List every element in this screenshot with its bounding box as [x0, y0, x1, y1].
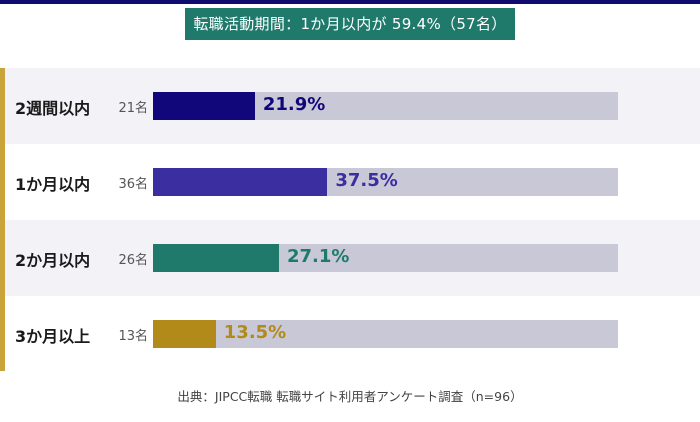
value-label: 27.1%: [287, 246, 350, 267]
bar: [153, 92, 255, 120]
category-label: 1か月以内: [15, 175, 91, 194]
bar-track: [153, 320, 618, 348]
top-accent-line: [0, 0, 700, 4]
bar: [153, 168, 328, 196]
source-note: 出典：JIPCC転職 転職サイト利用者アンケート調査（n=96）: [177, 389, 523, 404]
bar-track: [153, 92, 618, 120]
bar-track: [153, 244, 618, 272]
category-label: 2週間以内: [15, 99, 91, 118]
value-label: 21.9%: [262, 94, 326, 115]
left-accent-bar: [0, 68, 5, 371]
respondent-count: 13名: [118, 329, 148, 344]
value-label: 37.5%: [335, 170, 398, 191]
chart-title: 転職活動期間：1か月以内が 59.4%（57名）: [193, 15, 507, 33]
bar: [153, 244, 279, 272]
chart-title-banner: 転職活動期間：1か月以内が 59.4%（57名）: [185, 8, 515, 40]
value-label: 13.5%: [223, 322, 287, 343]
respondent-count: 26名: [118, 253, 148, 268]
respondent-count: 21名: [118, 101, 148, 116]
bar: [153, 320, 216, 348]
category-label: 3か月以上: [15, 327, 91, 346]
category-label: 2か月以内: [15, 251, 91, 270]
respondent-count: 36名: [118, 177, 148, 192]
bar-track: [153, 168, 618, 196]
